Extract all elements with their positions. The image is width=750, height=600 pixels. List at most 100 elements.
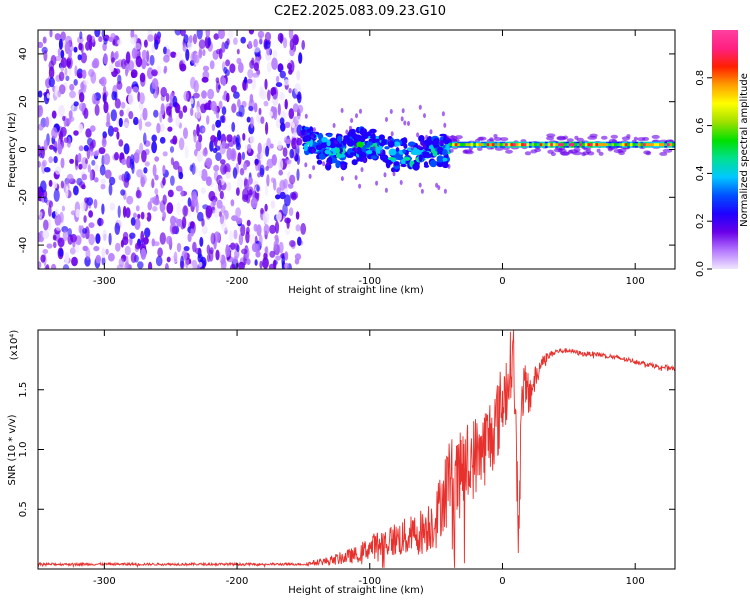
heatmap-cell — [651, 134, 660, 139]
heatmap-cell — [187, 197, 192, 207]
spectrogram-y-tick-label: 20 — [18, 95, 29, 108]
spectrogram-heatmap — [38, 30, 675, 269]
heatmap-cell — [60, 157, 65, 169]
heatmap-cell — [154, 156, 160, 162]
heatmap-cell — [249, 233, 256, 245]
heatmap-cell — [247, 68, 254, 79]
heatmap-cell — [547, 149, 554, 154]
heatmap-cell — [544, 143, 549, 147]
heatmap-cell — [149, 54, 155, 66]
heatmap-cell — [230, 148, 237, 162]
heatmap-cell — [117, 205, 121, 218]
heatmap-cell — [53, 156, 58, 164]
heatmap-cell — [122, 231, 129, 241]
heatmap-cell — [142, 107, 148, 121]
heatmap-cell — [114, 68, 121, 75]
heatmap-cell — [98, 36, 103, 43]
heatmap-cell — [292, 103, 299, 113]
heatmap-cell — [154, 174, 159, 181]
heatmap-cell — [236, 111, 243, 117]
heatmap-cell — [80, 81, 85, 91]
heatmap-cell — [237, 98, 241, 108]
heatmap-cell — [60, 49, 65, 59]
heatmap-cell — [300, 223, 307, 235]
heatmap-cell — [279, 191, 286, 200]
heatmap-cell — [319, 153, 325, 160]
heatmap-cell — [378, 134, 385, 141]
heatmap-cell — [326, 133, 333, 138]
heatmap-cell — [243, 162, 248, 171]
heatmap-cell — [273, 259, 277, 269]
heatmap-cell — [172, 160, 180, 170]
heatmap-cell — [273, 240, 278, 251]
heatmap-cell — [553, 148, 563, 153]
heatmap-cell — [263, 100, 269, 107]
spectrogram-y-axis-label: Frequency (Hz) — [7, 112, 18, 188]
heatmap-cell — [269, 250, 276, 258]
heatmap-cell — [108, 36, 114, 43]
heatmap-cell — [563, 143, 567, 147]
heatmap-cell — [91, 93, 97, 105]
heatmap-cell — [282, 147, 288, 158]
heatmap-cell — [271, 57, 278, 70]
heatmap-cell — [384, 187, 388, 193]
heatmap-cell — [69, 158, 74, 164]
heatmap-cell — [237, 62, 244, 74]
heatmap-cell — [64, 252, 70, 265]
heatmap-cell — [191, 162, 196, 175]
heatmap-cell — [52, 146, 57, 152]
heatmap-cell — [143, 132, 147, 145]
heatmap-cell — [449, 143, 453, 147]
heatmap-cell — [356, 141, 364, 149]
heatmap-cell — [566, 143, 570, 147]
heatmap-cell — [48, 77, 55, 88]
heatmap-cell — [215, 112, 220, 119]
heatmap-cell — [79, 92, 85, 103]
heatmap-cell — [429, 129, 433, 135]
heatmap-cell — [183, 246, 190, 252]
heatmap-cell — [65, 185, 69, 199]
heatmap-cell — [144, 161, 150, 167]
heatmap-cell — [242, 133, 246, 141]
heatmap-cell — [43, 50, 48, 62]
heatmap-cell — [218, 30, 225, 40]
heatmap-cell — [78, 145, 84, 152]
heatmap-cell — [170, 175, 175, 186]
heatmap-cell — [179, 63, 187, 72]
heatmap-cell — [555, 143, 559, 147]
heatmap-cell — [293, 36, 299, 46]
heatmap-cell — [656, 143, 660, 147]
heatmap-cell — [303, 143, 308, 152]
heatmap-cell — [562, 135, 569, 140]
heatmap-cell — [213, 164, 220, 172]
heatmap-cell — [233, 91, 240, 99]
heatmap-cell — [215, 80, 221, 94]
heatmap-cell — [260, 207, 264, 215]
heatmap-cell — [266, 61, 272, 73]
heatmap-cell — [610, 134, 618, 139]
heatmap-cell — [546, 133, 556, 138]
heatmap-cell — [62, 264, 70, 269]
heatmap-cell — [255, 250, 261, 258]
heatmap-cell — [340, 108, 344, 113]
heatmap-cell — [63, 137, 69, 144]
colorbar-tick-label: 0.2 — [695, 213, 706, 229]
heatmap-cell — [529, 143, 533, 147]
heatmap-cell — [114, 98, 121, 109]
heatmap-cell — [67, 58, 72, 66]
heatmap-cell — [60, 31, 66, 41]
heatmap-region-noise — [38, 30, 307, 269]
heatmap-cell — [218, 48, 223, 60]
heatmap-cell — [264, 40, 271, 49]
heatmap-cell — [230, 264, 236, 269]
colorbar-label: Normalized spectral amplitude — [739, 73, 750, 227]
heatmap-cell — [225, 59, 231, 67]
heatmap-cell — [80, 52, 88, 64]
heatmap-cell — [69, 90, 76, 99]
heatmap-cell — [196, 30, 203, 40]
spectrogram-y-tick-label: 40 — [18, 48, 29, 61]
heatmap-cell — [236, 48, 240, 55]
heatmap-cell — [661, 143, 665, 147]
heatmap-cell — [202, 49, 206, 57]
heatmap-cell — [40, 180, 47, 193]
